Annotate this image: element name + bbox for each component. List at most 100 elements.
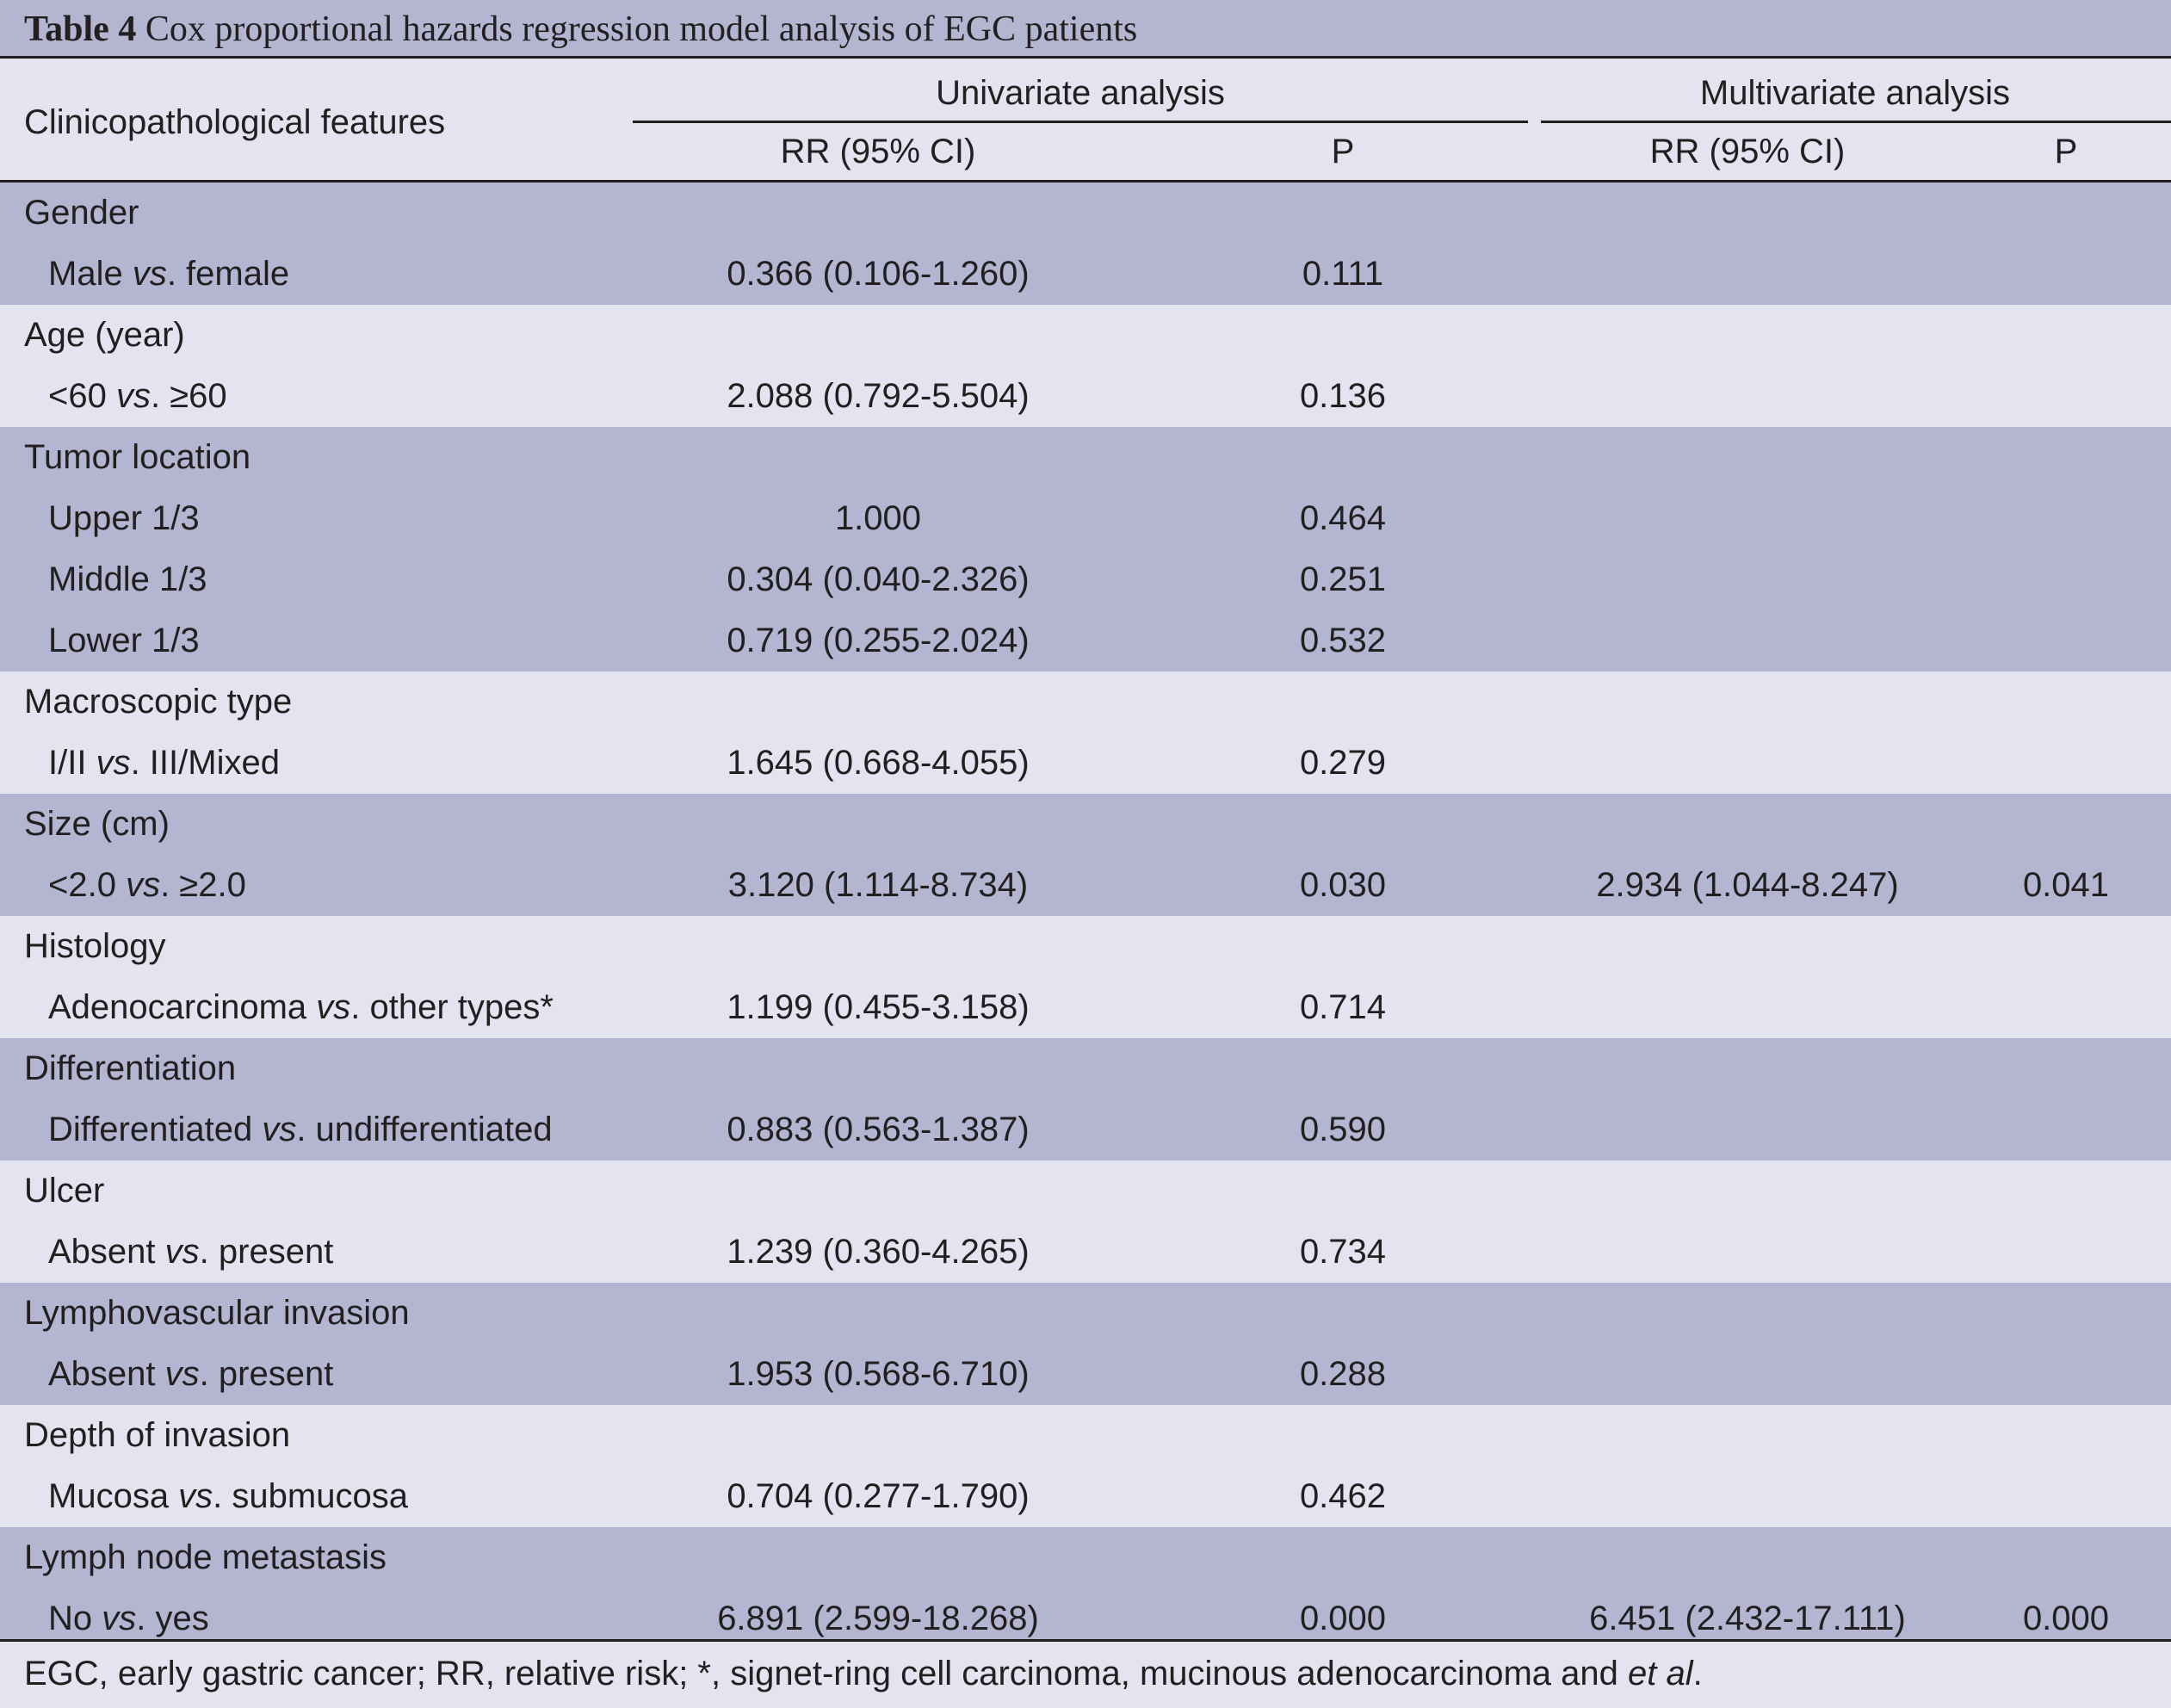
row-group: Age (year) <60 vs. ≥60 2.088 (0.792-5.504)… (0, 305, 2171, 427)
feature-row: Histology (0, 916, 2171, 977)
comparison-label: Lower 1/3 (48, 610, 200, 671)
comparison-pre: Upper 1/3 (48, 499, 200, 537)
univariate-rr-value: 6.891 (2.599-18.268) (717, 1600, 1039, 1637)
comparison-label: Absent vs. present (48, 1222, 333, 1283)
comparison-label: Adenocarcinoma vs. other types* (48, 977, 554, 1038)
univariate-rr-value: 3.120 (1.114-8.734) (727, 866, 1029, 904)
feature-label: Ulcer (24, 1172, 105, 1210)
comparison-label: <2.0 vs. ≥2.0 (48, 855, 246, 916)
comparison-label: Male vs. female (48, 244, 289, 305)
comparison-vs: vs (96, 744, 131, 782)
header-feature-col: Clinicopathological features (24, 103, 446, 141)
header-univariate-p: P (1331, 133, 1355, 170)
header-multivariate-rr: RR (95% CI) (1649, 133, 1846, 170)
feature-label: Differentiation (24, 1049, 237, 1087)
univariate-p-value: 0.462 (1299, 1477, 1387, 1515)
comparison-pre: <60 (48, 377, 116, 415)
table-row: No vs. yes 6.891 (2.599-18.268) 0.000 6.451… (0, 1588, 2171, 1649)
multivariate-rr-value: 2.934 (1.044-8.247) (1596, 866, 1899, 904)
row-group: Lymphovascular invasion Absent vs. presen… (0, 1283, 2171, 1405)
row-group: Differentiation Differentiated vs. undiff… (0, 1038, 2171, 1160)
multivariate-p-value: 0.000 (2022, 1600, 2110, 1637)
comparison-pre: Male (48, 255, 133, 293)
univariate-p-value: 0.532 (1299, 622, 1387, 659)
comparison-label: Mucosa vs. submucosa (48, 1466, 408, 1527)
univariate-rr-value: 0.366 (0.106-1.260) (727, 255, 1030, 293)
table-row: Lower 1/3 0.719 (0.255-2.024) 0.532 (0, 610, 2171, 671)
feature-row: Age (year) (0, 305, 2171, 366)
univariate-rr-value: 1.953 (0.568-6.710) (727, 1355, 1030, 1393)
univariate-p-value: 0.464 (1299, 499, 1387, 537)
feature-row: Differentiation (0, 1038, 2171, 1099)
table-row: <2.0 vs. ≥2.0 3.120 (1.114-8.734) 0.030 2.9… (0, 855, 2171, 916)
comparison-label: Upper 1/3 (48, 488, 200, 549)
multivariate-rr-value: 6.451 (2.432-17.111) (1589, 1600, 1906, 1637)
comparison-post: . female (166, 255, 290, 293)
univariate-p-value: 0.000 (1299, 1600, 1387, 1637)
comparison-pre: Lower 1/3 (48, 622, 200, 659)
comparison-pre: Absent (48, 1355, 165, 1393)
footnote-etal: et al (1627, 1655, 1693, 1693)
feature-label: Depth of invasion (24, 1416, 291, 1454)
univariate-p-value: 0.288 (1299, 1355, 1387, 1393)
comparison-vs: vs (102, 1600, 137, 1637)
comparison-vs: vs (126, 866, 161, 904)
feature-label: Lymphovascular invasion (24, 1294, 410, 1332)
feature-row: Gender (0, 183, 2171, 244)
comparison-pre: <2.0 (48, 866, 127, 904)
comparison-post: . undifferentiated (296, 1111, 553, 1148)
header-multivariate-p: P (2054, 133, 2078, 170)
univariate-rr-value: 1.000 (834, 499, 922, 537)
multivariate-rule (1541, 121, 2171, 123)
feature-row: Depth of invasion (0, 1405, 2171, 1466)
feature-row: Size (cm) (0, 794, 2171, 855)
feature-row: Tumor location (0, 427, 2171, 488)
comparison-post: . present (199, 1233, 334, 1271)
footnote-text: EGC, early gastric cancer; RR, relative … (24, 1655, 1628, 1693)
comparison-vs: vs (178, 1477, 213, 1515)
table-row: I/II vs. III/Mixed 1.645 (0.668-4.055) 0.2… (0, 733, 2171, 794)
feature-row: Ulcer (0, 1160, 2171, 1222)
univariate-p-value: 0.030 (1299, 866, 1387, 904)
univariate-p-value: 0.734 (1299, 1233, 1387, 1271)
univariate-rr-value: 1.199 (0.455-3.158) (727, 988, 1030, 1026)
univariate-p-value: 0.279 (1299, 744, 1387, 782)
comparison-post: . present (199, 1355, 334, 1393)
univariate-rr-value: 0.719 (0.255-2.024) (727, 622, 1030, 659)
table-row: Absent vs. present 1.953 (0.568-6.710) 0.2… (0, 1344, 2171, 1405)
univariate-p-value: 0.251 (1299, 560, 1387, 598)
univariate-rr-value: 1.239 (0.360-4.265) (727, 1233, 1030, 1271)
comparison-pre: Mucosa (48, 1477, 179, 1515)
univariate-p-value: 0.136 (1299, 377, 1387, 415)
table-header: Clinicopathological features Univariate … (0, 59, 2171, 183)
table-row: Mucosa vs. submucosa 0.704 (0.277-1.790) 0… (0, 1466, 2171, 1527)
comparison-post: . other types* (350, 988, 554, 1026)
comparison-post: . ≥2.0 (160, 866, 246, 904)
comparison-label: No vs. yes (48, 1588, 209, 1649)
univariate-rr-value: 2.088 (0.792-5.504) (727, 377, 1030, 415)
univariate-rr-value: 0.304 (0.040-2.326) (727, 560, 1030, 598)
table-row: Upper 1/3 1.000 0.464 (0, 488, 2171, 549)
comparison-pre: Middle 1/3 (48, 560, 207, 598)
table-row: Male vs. female 0.366 (0.106-1.260) 0.111 (0, 244, 2171, 305)
header-univariate-rr: RR (95% CI) (780, 133, 976, 170)
row-group: Histology Adenocarcinoma vs. other types*… (0, 916, 2171, 1038)
feature-row: Lymph node metastasis (0, 1527, 2171, 1588)
caption-label: Table 4 (24, 9, 137, 49)
row-group: Tumor location Upper 1/3 1.000 0.464 Middle … (0, 427, 2171, 671)
univariate-rr-value: 1.645 (0.668-4.055) (727, 744, 1030, 782)
row-group: Lymph node metastasis No vs. yes 6.891 (2.… (0, 1527, 2171, 1649)
row-group: Macroscopic type I/II vs. III/Mixed 1.645 … (0, 671, 2171, 794)
table-body: Gender Male vs. female 0.366 (0.106-1.260)… (0, 183, 2171, 1649)
comparison-label: <60 vs. ≥60 (48, 366, 227, 427)
univariate-rule (633, 121, 1528, 123)
univariate-p-value: 0.714 (1299, 988, 1387, 1026)
table-row: Absent vs. present 1.239 (0.360-4.265) 0.7… (0, 1222, 2171, 1283)
comparison-post: . yes (136, 1600, 209, 1637)
comparison-vs: vs (164, 1233, 200, 1271)
comparison-vs: vs (115, 377, 151, 415)
header-univariate: Univariate analysis (936, 74, 1225, 112)
table-caption: Table 4 Cox proportional hazards regress… (0, 0, 2171, 59)
table-row: <60 vs. ≥60 2.088 (0.792-5.504) 0.136 (0, 366, 2171, 427)
